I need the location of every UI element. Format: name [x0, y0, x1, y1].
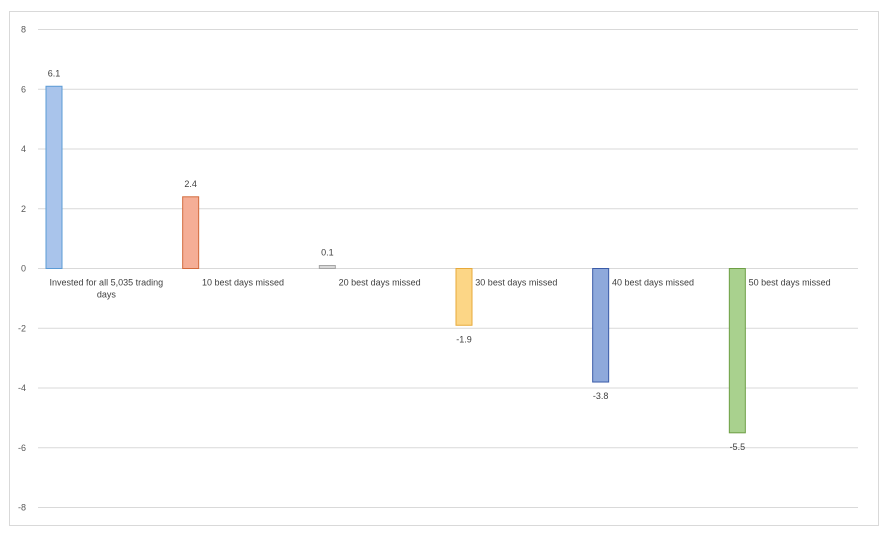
bar: [728, 268, 746, 434]
bar: [318, 265, 336, 270]
y-tick-label: -6: [18, 443, 26, 453]
bars: [45, 85, 746, 434]
bar: [182, 196, 200, 269]
bar: [45, 85, 63, 269]
data-label: -3.8: [593, 391, 609, 401]
data-label: 0.1: [321, 248, 334, 258]
y-tick-label: -4: [18, 383, 26, 393]
data-label: -1.9: [456, 334, 472, 344]
data-label: 2.4: [184, 179, 197, 189]
x-category-label: Invested for all 5,035 trading days: [50, 278, 164, 300]
data-labels: 6.1 2.4 0.1 -1.9 -3.8 -5.5: [48, 68, 745, 452]
bar: [592, 268, 610, 383]
bar: [455, 268, 473, 326]
data-label: 6.1: [48, 68, 61, 78]
x-category-label: 40 best days missed: [612, 278, 694, 288]
data-label: -5.5: [730, 442, 746, 452]
gridlines: [38, 29, 858, 508]
y-tick-label: -2: [18, 323, 26, 333]
y-axis-ticks: 8 6 4 2 0 -2 -4 -6 -8: [18, 25, 26, 513]
y-tick-label: -8: [18, 503, 26, 513]
x-category-label: 30 best days missed: [475, 278, 557, 288]
y-tick-label: 4: [21, 144, 26, 154]
y-tick-label: 0: [21, 264, 26, 274]
y-tick-label: 2: [21, 204, 26, 214]
x-category-label: 50 best days missed: [749, 278, 831, 288]
x-category-label: 20 best days missed: [339, 278, 421, 288]
y-tick-label: 8: [21, 25, 26, 35]
x-axis-categories: Invested for all 5,035 trading days 10 bes…: [50, 278, 831, 300]
y-tick-label: 6: [21, 84, 26, 94]
x-category-label: 10 best days missed: [202, 278, 284, 288]
